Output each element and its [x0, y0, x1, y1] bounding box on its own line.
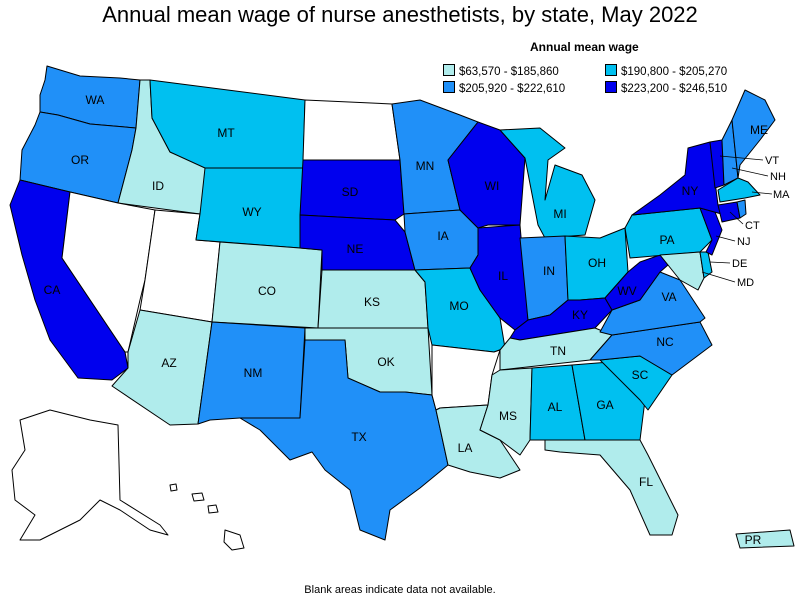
- leader-nj: [715, 235, 736, 242]
- state-ri[interactable]: [736, 199, 747, 219]
- label-co: CO: [258, 284, 276, 298]
- label-pa: PA: [659, 233, 674, 247]
- legend-label-bin4: $223,200 - $246,510: [621, 83, 728, 95]
- legend-label-bin2: $190,800 - $205,270: [621, 66, 728, 78]
- legend-swatch-bin4: [605, 81, 617, 93]
- label-mt: MT: [217, 126, 235, 140]
- label-wv: WV: [617, 284, 636, 298]
- state-de[interactable]: [699, 251, 713, 279]
- legend-swatch-bin2: [605, 64, 617, 76]
- label-or: OR: [71, 153, 89, 167]
- label-sc: SC: [632, 368, 649, 382]
- label-mi: MI: [553, 207, 566, 221]
- label-nc: NC: [656, 335, 674, 349]
- label-nj: NJ: [737, 236, 750, 248]
- state-ak[interactable]: [11, 409, 169, 541]
- label-ok: OK: [377, 355, 394, 369]
- label-sd: SD: [342, 185, 359, 199]
- label-wy: WY: [242, 205, 261, 219]
- legend-item-bin1: $63,570 - $185,860: [443, 64, 559, 78]
- label-al: AL: [548, 400, 563, 414]
- label-de: DE: [732, 258, 747, 270]
- state-sd[interactable]: [299, 159, 405, 221]
- leader-de: [709, 261, 731, 264]
- footnote: Blank areas indicate data not available.: [304, 584, 496, 596]
- hawaii-island-small-3: [207, 504, 219, 514]
- legend-swatch-bin1: [443, 64, 455, 76]
- label-ia: IA: [437, 229, 448, 243]
- hawaii-island-small-2: [191, 492, 205, 502]
- state-ms[interactable]: [479, 367, 533, 456]
- label-wa: WA: [86, 93, 105, 107]
- label-fl: FL: [639, 475, 653, 489]
- leader-ct: [729, 211, 744, 225]
- label-id: ID: [152, 179, 164, 193]
- leader-vt: [719, 155, 764, 161]
- leader-nh: [731, 167, 769, 177]
- label-nm: NM: [244, 366, 263, 380]
- state-tx[interactable]: [239, 339, 449, 541]
- leader-ma: [751, 191, 773, 195]
- state-pr[interactable]: [735, 529, 795, 549]
- state-hi[interactable]: [223, 529, 245, 551]
- label-oh: OH: [588, 256, 606, 270]
- label-ga: GA: [596, 398, 613, 412]
- label-ne: NE: [347, 242, 364, 256]
- label-me: ME: [750, 123, 768, 137]
- state-fl[interactable]: [544, 439, 679, 536]
- label-pr: PR: [745, 533, 762, 547]
- label-il: IL: [498, 269, 508, 283]
- leader-md: [701, 271, 736, 283]
- label-la: LA: [458, 441, 473, 455]
- legend-label-bin3: $205,920 - $222,610: [459, 83, 566, 95]
- state-nv[interactable]: [61, 191, 156, 353]
- label-in: IN: [543, 264, 555, 278]
- label-ct: CT: [745, 220, 760, 232]
- legend-title: Annual mean wage: [530, 40, 639, 54]
- state-co[interactable]: [211, 241, 323, 329]
- label-va: VA: [661, 290, 676, 304]
- label-md: MD: [737, 277, 754, 289]
- hawaii-island-small-1: [169, 483, 178, 492]
- state-mi[interactable]: [499, 127, 596, 239]
- map-title: Annual mean wage of nurse anesthetists, …: [102, 2, 698, 27]
- label-ks: KS: [364, 295, 380, 309]
- legend-label-bin1: $63,570 - $185,860: [459, 66, 559, 78]
- label-ma: MA: [773, 189, 790, 201]
- label-tx: TX: [351, 430, 366, 444]
- label-tn: TN: [550, 344, 566, 358]
- legend-swatch-bin3: [443, 81, 455, 93]
- state-me[interactable]: [731, 89, 776, 179]
- label-ny: NY: [682, 184, 699, 198]
- label-nh: NH: [770, 171, 786, 183]
- legend-item-bin3: $205,920 - $222,610: [443, 81, 565, 95]
- state-nd[interactable]: [302, 99, 401, 161]
- label-wi: WI: [485, 179, 500, 193]
- label-mn: MN: [416, 159, 435, 173]
- state-ma[interactable]: [717, 177, 761, 203]
- label-ca: CA: [44, 283, 61, 297]
- state-ct[interactable]: [717, 201, 741, 223]
- label-ky: KY: [572, 308, 588, 322]
- label-vt: VT: [765, 155, 779, 167]
- legend-item-bin2: $190,800 - $205,270: [605, 64, 727, 78]
- legend-item-bin4: $223,200 - $246,510: [605, 81, 727, 95]
- label-az: AZ: [161, 356, 176, 370]
- label-ms: MS: [499, 409, 517, 423]
- label-mo: MO: [449, 299, 468, 313]
